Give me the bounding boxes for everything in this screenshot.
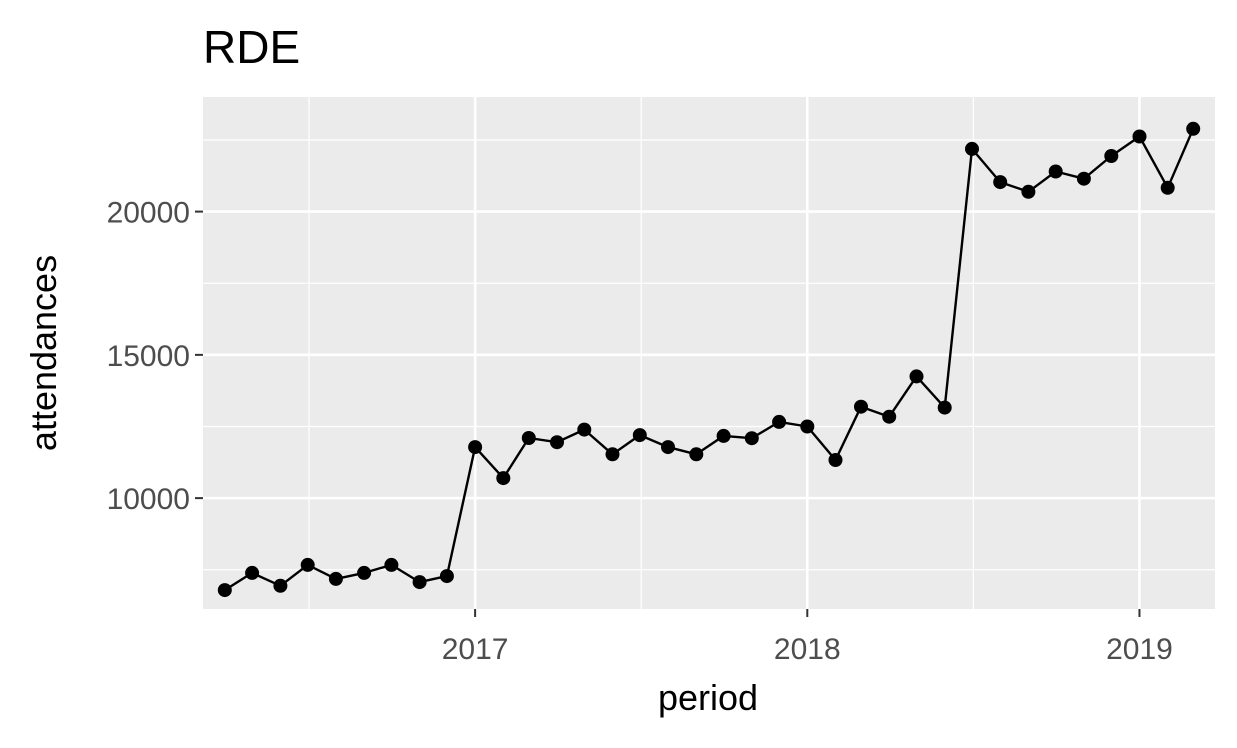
data-point (217, 583, 232, 598)
x-axis: 2017 2018 2019 (442, 609, 1173, 666)
data-point (1048, 164, 1063, 179)
data-point (993, 175, 1008, 190)
data-point (245, 565, 260, 580)
data-point (412, 575, 427, 590)
major-gridlines (203, 97, 1215, 609)
chart-title: RDE (203, 21, 300, 73)
data-point (828, 453, 843, 467)
data-point (1021, 184, 1036, 199)
y-tick-label: 15000 (107, 340, 190, 373)
series-layer (217, 121, 1201, 598)
data-point (744, 431, 759, 446)
data-point (661, 440, 675, 455)
data-point (273, 578, 288, 593)
data-point (772, 414, 787, 429)
data-point (1076, 171, 1091, 186)
x-tick-label: 2018 (774, 633, 841, 666)
data-point (328, 571, 343, 586)
x-tick-label: 2017 (442, 633, 509, 666)
data-point (882, 409, 897, 424)
data-point (909, 369, 924, 384)
data-point (854, 399, 868, 414)
data-point (965, 141, 979, 156)
y-tick-label: 20000 (107, 197, 190, 230)
data-point (605, 447, 620, 462)
y-tick-label: 10000 (107, 483, 190, 516)
data-point (439, 569, 454, 584)
y-axis: 10000 15000 20000 (107, 197, 203, 516)
data-point (1186, 121, 1201, 136)
data-point (716, 428, 731, 443)
data-point (1160, 180, 1175, 195)
data-point (300, 557, 315, 572)
x-axis-label: period (658, 677, 758, 718)
data-point (384, 557, 399, 572)
data-point (800, 419, 815, 434)
data-point (496, 471, 511, 486)
data-point (937, 400, 952, 415)
plot-panel (203, 97, 1215, 609)
data-point (632, 428, 647, 443)
data-point (1132, 129, 1147, 144)
data-point (550, 435, 564, 450)
data-point (689, 447, 704, 462)
y-axis-label: attendances (23, 255, 64, 451)
data-point (1104, 149, 1119, 163)
data-point (357, 565, 372, 580)
data-point (577, 422, 592, 437)
data-point (468, 440, 483, 455)
x-tick-label: 2019 (1106, 633, 1173, 666)
data-point (521, 431, 536, 445)
